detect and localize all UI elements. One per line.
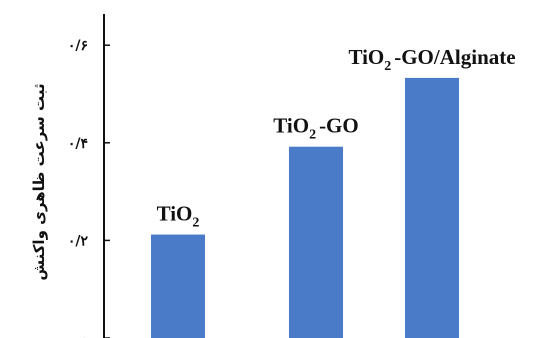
y-tick-label: ۰/۲ [68,233,89,249]
plot-area: TiO2 TiO2 -GO TiO2 -GO/Alginate [151,45,516,338]
bar [405,77,459,338]
bar-data-label: TiO2 -GO [273,114,358,143]
y-tick-label: ۰ [80,331,88,338]
bar-data-label: TiO2 -GO/Alginate [348,45,515,74]
y-tick-label: ۰/۶ [68,38,88,54]
bar [289,146,343,338]
y-axis-label: ثبت سرعت ظاهری واکنش [30,83,48,280]
y-tick-label: ۰/۴ [68,136,88,152]
bar-data-label: TiO2 [157,202,200,231]
y-axis: ۰ ۰/۲ ۰/۴ ۰/۶ [68,14,110,338]
bar [151,234,205,338]
